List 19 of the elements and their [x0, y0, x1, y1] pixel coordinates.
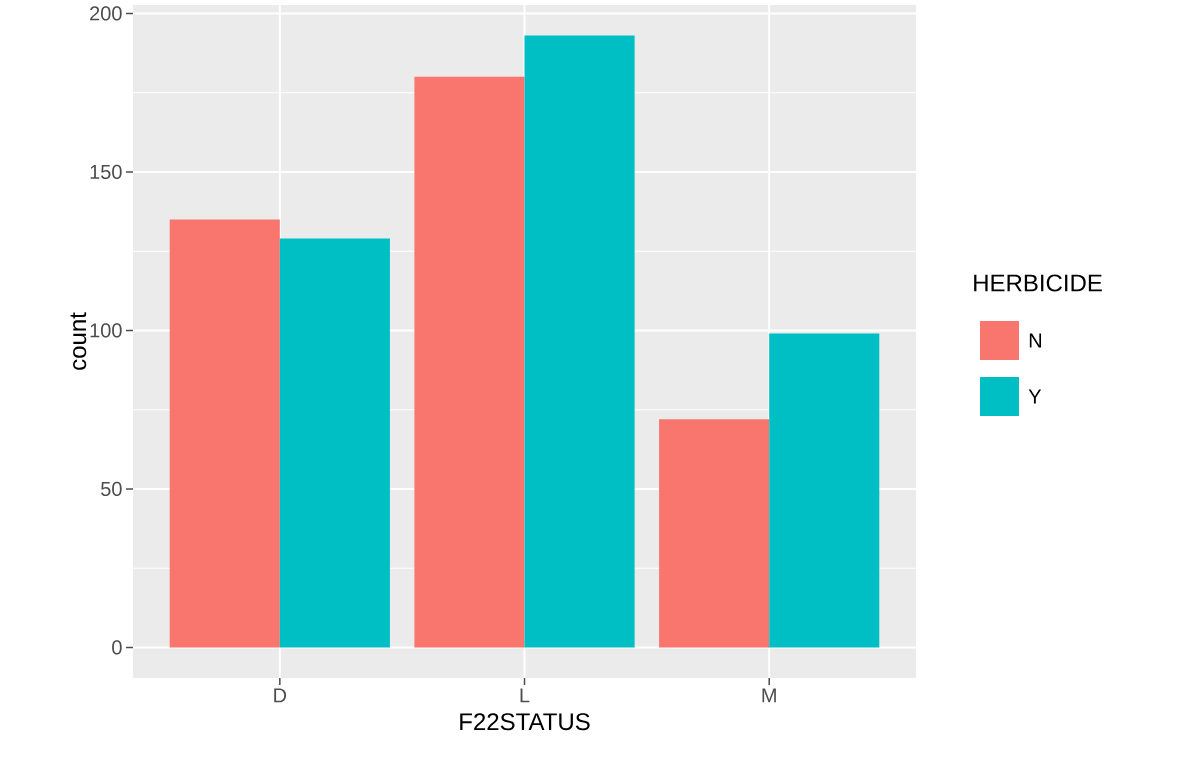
legend-label: Y — [1028, 389, 1042, 404]
bar — [524, 35, 635, 648]
x-tick-label: D — [274, 688, 287, 703]
y-axis-title: count — [70, 312, 87, 370]
y-tick-label: 50 — [101, 481, 122, 496]
y-tick-label: 150 — [90, 164, 122, 179]
bar — [659, 419, 770, 648]
bar — [169, 219, 280, 648]
x-tick-label: L — [520, 688, 530, 703]
bar — [769, 333, 880, 648]
x-tick-label: M — [762, 688, 776, 703]
y-tick-label: 0 — [112, 640, 122, 655]
bar — [414, 76, 525, 648]
legend-title: HERBICIDE — [974, 274, 1102, 292]
y-tick-label: 200 — [90, 6, 122, 21]
x-axis-title: F22STATUS — [460, 713, 590, 731]
bar — [279, 238, 390, 648]
legend-label: N — [1029, 333, 1042, 348]
y-tick-label: 100 — [90, 323, 122, 338]
